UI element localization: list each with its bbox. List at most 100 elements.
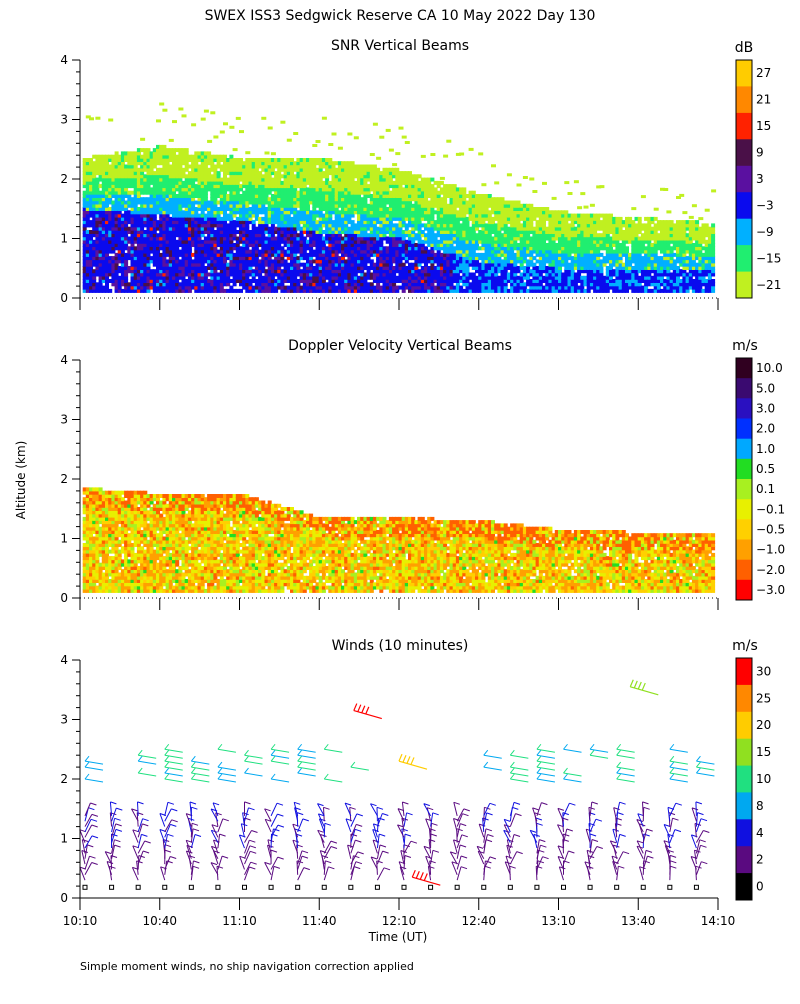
- data-cell: [108, 262, 113, 267]
- data-cell: [258, 174, 263, 179]
- data-cell: [318, 282, 323, 287]
- data-cell: [468, 252, 473, 257]
- data-cell: [213, 223, 218, 228]
- data-cell: [191, 216, 196, 221]
- data-cell: [229, 184, 234, 189]
- data-cell: [229, 161, 234, 166]
- data-cell: [293, 200, 298, 205]
- data-cell: [446, 207, 451, 211]
- data-cell: [347, 233, 352, 238]
- data-cell: [203, 223, 208, 228]
- data-cell: [270, 282, 275, 287]
- data-cell: [175, 161, 180, 166]
- data-cell: [187, 177, 192, 182]
- data-cell: [283, 194, 288, 198]
- data-cell: [111, 207, 116, 211]
- data-cell: [401, 269, 406, 274]
- data-cell: [315, 226, 320, 231]
- data-cell: [401, 223, 406, 228]
- data-cell: [398, 194, 403, 198]
- data-cell: [143, 220, 148, 225]
- data-cell: [331, 272, 336, 277]
- data-cell: [283, 243, 288, 247]
- data-cell: [286, 262, 291, 267]
- data-cell: [181, 167, 186, 172]
- data-cell: [114, 184, 119, 189]
- data-cell: [503, 288, 508, 293]
- data-cell: [235, 171, 240, 176]
- data-cell: [376, 200, 381, 205]
- data-cell: [306, 197, 310, 202]
- data-cell: [337, 161, 342, 166]
- data-cell: [321, 220, 326, 225]
- data-cell: [235, 269, 240, 274]
- data-cell: [85, 190, 90, 195]
- data-cell: [430, 262, 435, 267]
- data-cell: [120, 249, 125, 254]
- data-cell: [353, 197, 358, 202]
- data-cell: [481, 246, 486, 251]
- data-cell: [411, 210, 416, 215]
- data-cell: [108, 223, 113, 228]
- data-cell: [395, 246, 400, 251]
- data-cell: [216, 223, 221, 228]
- data-cell: [117, 154, 122, 159]
- data-cell: [136, 239, 141, 244]
- data-cell: [124, 279, 129, 283]
- data-cell: [331, 220, 336, 225]
- data-cell: [114, 226, 119, 231]
- data-cell: [417, 203, 422, 208]
- y-axis-label: Altitude (km): [14, 441, 28, 520]
- data-cell: [200, 249, 205, 254]
- data-cell: [210, 243, 215, 247]
- data-cell: [401, 177, 406, 182]
- data-cell: [465, 233, 470, 238]
- data-cell: [369, 223, 374, 228]
- data-cell: [398, 285, 403, 290]
- data-cell: [203, 167, 208, 172]
- data-cell: [401, 171, 406, 176]
- data-cell: [318, 158, 323, 162]
- data-cell: [290, 161, 294, 166]
- data-cell: [92, 243, 97, 247]
- data-cell: [309, 230, 314, 234]
- data-cell: [321, 262, 326, 267]
- data-cell: [101, 243, 106, 247]
- data-cell: [191, 190, 196, 195]
- data-cell: [226, 236, 231, 241]
- data-cell: [388, 171, 393, 176]
- data-cell: [136, 262, 141, 267]
- data-cell: [242, 239, 247, 244]
- data-cell: [510, 266, 515, 270]
- data-cell: [392, 203, 397, 208]
- data-cell: [159, 282, 164, 287]
- data-cell: [427, 288, 432, 293]
- data-cell: [379, 233, 384, 238]
- data-cell: [491, 210, 495, 215]
- data-cell: [420, 279, 425, 283]
- data-cell: [130, 230, 135, 234]
- data-cell: [484, 252, 489, 257]
- data-cell: [162, 220, 167, 225]
- data-cell: [136, 282, 141, 287]
- data-cell: [219, 216, 224, 221]
- data-cell: [108, 184, 113, 189]
- data-cell: [325, 207, 330, 211]
- data-cell: [143, 190, 148, 195]
- data-cell: [497, 226, 502, 231]
- data-cell: [210, 164, 215, 169]
- data-cell: [344, 279, 349, 283]
- data-cell: [172, 275, 176, 280]
- data-cell: [363, 285, 368, 290]
- data-cell: [372, 216, 377, 221]
- data-cell: [481, 262, 486, 267]
- data-cell: [388, 200, 393, 205]
- data-cell: [379, 226, 384, 231]
- data-cell: [328, 220, 333, 225]
- data-cell: [468, 147, 474, 151]
- data-cell: [267, 174, 272, 179]
- data-cell: [344, 213, 349, 218]
- data-cell: [347, 190, 352, 195]
- data-cell: [226, 243, 231, 247]
- data-cell: [146, 207, 151, 211]
